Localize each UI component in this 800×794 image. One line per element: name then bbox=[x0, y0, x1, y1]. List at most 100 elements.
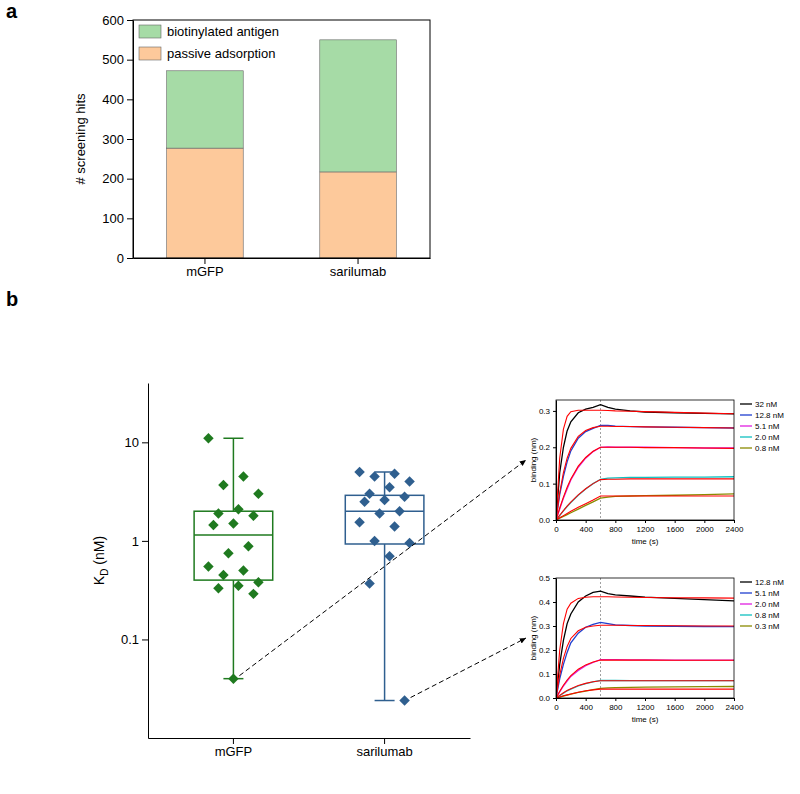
tick-mark bbox=[142, 442, 148, 443]
point bbox=[243, 541, 253, 551]
tick: 0.3 bbox=[539, 407, 556, 416]
tick-mark bbox=[553, 698, 556, 699]
tick: 10 bbox=[125, 435, 148, 450]
tick-label: 0.5 bbox=[539, 574, 551, 583]
point bbox=[253, 489, 263, 499]
tick: 0 bbox=[554, 520, 559, 534]
tick-label: 2400 bbox=[726, 525, 744, 534]
line bbox=[556, 405, 734, 520]
tick: 0.4 bbox=[539, 598, 556, 607]
tick-mark bbox=[127, 218, 133, 219]
x-axis-title: time (s) bbox=[632, 715, 659, 724]
tick: mGFP bbox=[215, 738, 253, 759]
tick-mark bbox=[553, 650, 556, 651]
tick-label: 300 bbox=[102, 132, 124, 147]
point bbox=[203, 433, 213, 443]
point bbox=[359, 496, 369, 506]
tick-mark bbox=[127, 258, 133, 259]
tick-mark bbox=[645, 520, 646, 523]
legend-swatch bbox=[740, 614, 752, 615]
line bbox=[556, 660, 734, 698]
tick-label: 0.0 bbox=[539, 516, 551, 525]
tick-mark bbox=[675, 698, 676, 701]
line bbox=[556, 477, 734, 520]
tick: 1200 bbox=[637, 698, 655, 712]
tick-label: 400 bbox=[579, 703, 593, 712]
point bbox=[203, 561, 213, 571]
inset-background bbox=[556, 578, 734, 698]
axis-line bbox=[133, 21, 134, 259]
line bbox=[556, 426, 734, 520]
tick-label: 600 bbox=[102, 13, 124, 28]
plot-frame bbox=[133, 20, 430, 258]
legend-label: 2.0 nM bbox=[755, 433, 780, 442]
line bbox=[556, 622, 734, 698]
tick: sarilumab bbox=[330, 258, 386, 279]
axis-line bbox=[134, 258, 431, 259]
tick-mark bbox=[553, 447, 556, 448]
point bbox=[389, 469, 399, 479]
legend-swatch bbox=[740, 403, 752, 404]
bar bbox=[320, 172, 397, 258]
tick: 400 bbox=[579, 698, 593, 712]
tick: 600 bbox=[102, 13, 133, 28]
x-axis: 04008001200160020002400 bbox=[554, 698, 744, 712]
tick-mark bbox=[704, 698, 705, 701]
tick-mark bbox=[384, 738, 385, 744]
point bbox=[404, 538, 414, 548]
tick-label: mGFP bbox=[215, 744, 253, 759]
inset-background bbox=[556, 400, 734, 520]
legend-label: 32 nM bbox=[755, 400, 778, 409]
tick-label: 0.0 bbox=[539, 694, 551, 703]
point bbox=[213, 583, 223, 593]
tick: 2000 bbox=[696, 520, 714, 534]
point bbox=[218, 480, 228, 490]
tick-label: 500 bbox=[102, 52, 124, 67]
legend-swatch bbox=[740, 603, 752, 604]
legend-swatch bbox=[740, 625, 752, 626]
whisker-high-cap bbox=[223, 438, 243, 440]
panel-b: b0.1110mGFPsarilumabKD (nM) bbox=[6, 288, 471, 759]
tick: 1 bbox=[132, 534, 148, 549]
y-axis: 0.00.10.20.30.40.5 bbox=[539, 574, 557, 703]
line bbox=[556, 447, 734, 520]
point bbox=[369, 471, 379, 481]
tick-mark bbox=[358, 258, 359, 264]
point bbox=[233, 581, 243, 591]
point bbox=[208, 520, 218, 530]
tick-label: 0 bbox=[117, 251, 124, 266]
legend-label: 0.3 nM bbox=[755, 622, 780, 631]
line bbox=[556, 686, 734, 698]
tick-label: 400 bbox=[579, 525, 593, 534]
point bbox=[238, 471, 248, 481]
line bbox=[556, 479, 734, 520]
panel-label: b bbox=[6, 288, 18, 310]
tick-label: 1200 bbox=[637, 525, 655, 534]
tick: 0.2 bbox=[539, 443, 556, 452]
tick: 0.1 bbox=[121, 632, 148, 647]
y-axis: 0.1 1 10 bbox=[121, 384, 149, 739]
tick-mark bbox=[142, 639, 148, 640]
boxes bbox=[194, 433, 424, 706]
tick-mark bbox=[704, 520, 705, 523]
tick-mark bbox=[127, 179, 133, 180]
legend-swatch bbox=[740, 436, 752, 437]
point bbox=[223, 548, 233, 558]
line bbox=[556, 410, 734, 520]
tick: 800 bbox=[609, 520, 623, 534]
line bbox=[556, 680, 734, 698]
tick: 2400 bbox=[726, 520, 744, 534]
median bbox=[345, 510, 424, 512]
whisker-low bbox=[384, 544, 386, 701]
point bbox=[233, 504, 243, 514]
tick: 400 bbox=[102, 92, 133, 107]
tick-label: mGFP bbox=[186, 264, 224, 279]
legend-label: biotinylated antigen bbox=[167, 24, 279, 39]
plot-frame bbox=[556, 578, 734, 698]
tick-label: 0.1 bbox=[539, 480, 551, 489]
legend-swatch bbox=[740, 425, 752, 426]
tick-label: 0.3 bbox=[539, 407, 551, 416]
point bbox=[238, 565, 248, 575]
tick: 0 bbox=[117, 251, 133, 266]
legend-label: 2.0 nM bbox=[755, 600, 780, 609]
